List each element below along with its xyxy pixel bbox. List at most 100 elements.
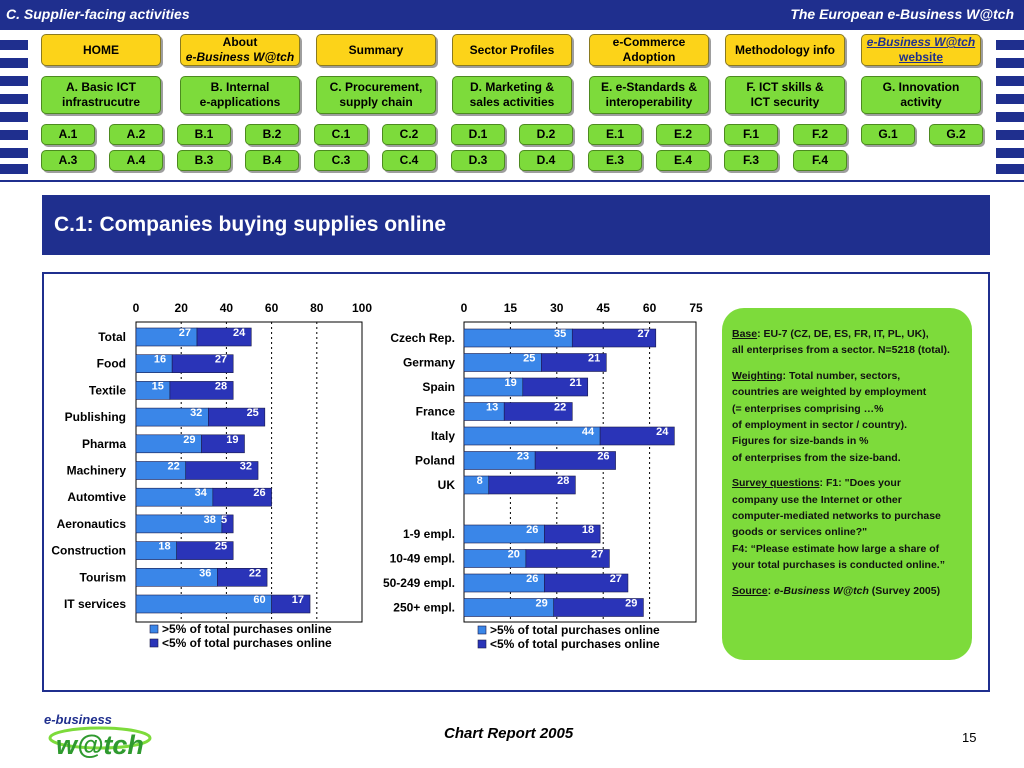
category-d-button[interactable]: D. Marketing & sales activities	[452, 76, 572, 114]
note-text: all enterprises from a sector. N=5218 (t…	[732, 344, 950, 357]
subnav-f1-button[interactable]: F.1	[724, 124, 778, 145]
category-f-button[interactable]: F. ICT skills & ICT security	[725, 76, 845, 114]
note-text: (Survey 2005)	[868, 584, 941, 597]
bar-segment	[169, 381, 234, 400]
data-label: 5	[221, 514, 227, 526]
subnav-a2-button[interactable]: A.2	[109, 124, 163, 145]
subnav-a3-button[interactable]: A.3	[41, 150, 95, 171]
subnav-e1-button[interactable]: E.1	[588, 124, 642, 145]
data-label: 8	[477, 475, 483, 487]
brand-title: The European e-Business W@tch	[790, 6, 1014, 22]
category-label: 10-49 empl.	[390, 552, 455, 566]
subnav-e3-button[interactable]: E.3	[588, 150, 642, 171]
right-stripe	[996, 164, 1024, 174]
data-label: 25	[523, 353, 535, 365]
right-stripe	[996, 130, 1024, 140]
data-label: 27	[591, 549, 603, 561]
data-label: 19	[226, 434, 238, 446]
x-tick-label: 0	[461, 301, 468, 315]
subnav-a4-button[interactable]: A.4	[109, 150, 163, 171]
subnav-f2-button[interactable]: F.2	[793, 124, 847, 145]
category-label: Textile	[89, 383, 126, 397]
category-a-button[interactable]: A. Basic ICT infrastrucutre	[41, 76, 161, 114]
bar-segment	[135, 594, 272, 614]
source-label: Source	[732, 584, 768, 597]
left-stripe	[0, 94, 28, 104]
data-label: 24	[233, 327, 246, 339]
bar-segment	[201, 434, 245, 454]
subnav-b1-button[interactable]: B.1	[177, 124, 231, 145]
subnav-c1-button[interactable]: C.1	[314, 124, 368, 145]
plot-area	[463, 321, 697, 623]
data-label: 27	[638, 328, 650, 340]
subnav-e2-button[interactable]: E.2	[656, 124, 710, 145]
data-label: 26	[526, 524, 538, 536]
left-stripe	[0, 148, 28, 158]
data-label: 25	[247, 407, 259, 419]
x-tick-label: 60	[265, 301, 279, 315]
subnav-g1-button[interactable]: G.1	[861, 124, 915, 145]
data-label: 18	[158, 541, 170, 553]
data-label: 28	[215, 380, 227, 392]
left-stripe	[0, 40, 28, 50]
sector-profiles-button[interactable]: Sector Profiles	[452, 34, 572, 66]
subnav-b2-button[interactable]: B.2	[245, 124, 299, 145]
subnav-c3-button[interactable]: C.3	[314, 150, 368, 171]
category-label: Poland	[415, 454, 455, 468]
category-e-button[interactable]: E. e-Standards & interoperability	[589, 76, 709, 114]
note-text: : F1: "Does your	[819, 477, 901, 490]
data-label: 35	[554, 328, 566, 340]
bar-segment	[488, 475, 576, 495]
subnav-d2-button[interactable]: D.2	[519, 124, 573, 145]
subnav-g2-button[interactable]: G.2	[929, 124, 983, 145]
summary-button[interactable]: Summary	[316, 34, 436, 66]
data-label: 22	[167, 461, 179, 473]
subnav-e4-button[interactable]: E.4	[656, 150, 710, 171]
page-number: 15	[962, 730, 977, 745]
subnav-d1-button[interactable]: D.1	[451, 124, 505, 145]
subnav-f4-button[interactable]: F.4	[793, 150, 847, 171]
bar-segment	[271, 594, 311, 614]
x-tick-label: 100	[352, 301, 372, 315]
note-text: : EU-7 (CZ, DE, ES, FR, IT, PL, UK),	[757, 328, 929, 340]
subnav-c2-button[interactable]: C.2	[382, 124, 436, 145]
svg-text:e-business: e-business	[44, 712, 112, 727]
subnav-a1-button[interactable]: A.1	[41, 124, 95, 145]
note-text: of employment in sector / country).	[732, 419, 908, 432]
data-label: 23	[517, 451, 529, 463]
legend-swatch	[149, 638, 159, 648]
legend-swatch	[477, 625, 487, 635]
note-text: : Total number, sectors,	[782, 369, 901, 382]
category-c-button[interactable]: C. Procurement, supply chain	[316, 76, 436, 114]
right-stripe	[996, 76, 1024, 86]
bar-segment	[571, 328, 657, 348]
bar-segment	[544, 524, 601, 544]
data-label: 29	[535, 598, 547, 610]
weighting-label: Weighting	[732, 369, 783, 382]
note-text: company use the Internet or other	[732, 493, 902, 506]
e-commerce-adoption-button[interactable]: e-Commerce Adoption	[589, 34, 709, 66]
about-button[interactable]: About e-Business W@tch	[180, 34, 300, 66]
subnav-d3-button[interactable]: D.3	[451, 150, 505, 171]
header-divider	[0, 180, 1024, 182]
legend-swatch	[149, 624, 159, 634]
subnav-c4-button[interactable]: C.4	[382, 150, 436, 171]
website-link-button[interactable]: e-Business W@tch website	[861, 34, 981, 66]
category-g-button[interactable]: G. Innovation activity	[861, 76, 981, 114]
subnav-b4-button[interactable]: B.4	[245, 150, 299, 171]
home-button[interactable]: HOME	[41, 34, 161, 66]
subnav-d4-button[interactable]: D.4	[519, 150, 573, 171]
bar-segment	[176, 541, 234, 560]
methodology-info-button[interactable]: Methodology info	[725, 34, 845, 66]
report-title: Chart Report 2005	[444, 725, 574, 742]
data-label: 34	[195, 487, 208, 499]
subnav-b3-button[interactable]: B.3	[177, 150, 231, 171]
source-name: e-Business W@tch	[774, 584, 869, 597]
data-label: 22	[554, 402, 566, 414]
subnav-f3-button[interactable]: F.3	[724, 150, 778, 171]
category-b-button[interactable]: B. Internal e-applications	[180, 76, 300, 114]
note-text: computer-mediated networks to purchase	[732, 510, 941, 523]
right-stripe	[996, 58, 1024, 68]
